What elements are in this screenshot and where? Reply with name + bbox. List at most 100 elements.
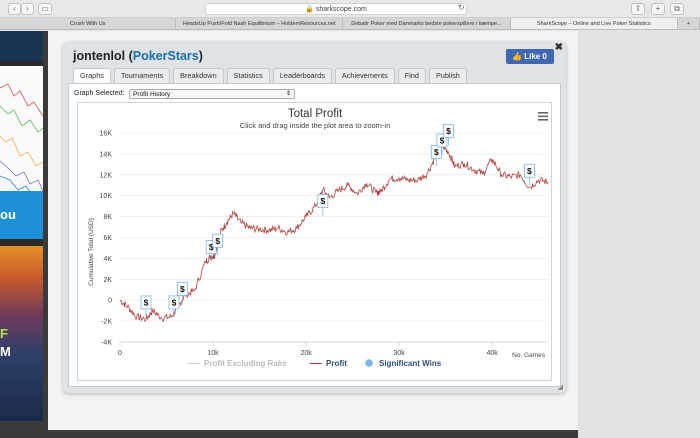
flag-box [317,194,329,208]
profit-chart[interactable]: Total Profit Click and drag inside the p… [77,102,552,381]
significant-win-flag[interactable]: $ [168,295,180,317]
tab-achievements[interactable]: Achievements [334,68,395,83]
dollar-icon: $ [434,147,439,157]
tab-breakdown[interactable]: Breakdown [173,68,224,83]
graph-select-value: Profit History [133,91,171,98]
facebook-like-button[interactable]: 👍 Like 0 [506,49,554,64]
advert-text: ou [0,207,16,222]
dollar-icon: $ [215,236,220,246]
player-title: jontenlol (PokerStars) [73,49,203,63]
sidebar-advert[interactable]: ou F M [0,31,43,421]
y-axis: -4K -2K 0 2K 4K 6K 8K 10K 12K 14K 16K [100,131,113,347]
close-icon[interactable]: ✖ [554,42,563,53]
paren-close: ) [198,49,203,63]
share-button[interactable]: ⇪ [631,3,645,15]
add-tab-icon[interactable]: + [678,18,700,29]
flag-box [140,295,152,310]
y-tick-label: -2K [101,319,112,326]
y-tick-label: 14K [100,151,113,158]
flag-box [212,233,224,248]
page-margin [578,31,700,438]
legend-label: Significant Wins [379,359,442,368]
tab-graphs[interactable]: Graphs [73,68,111,83]
x-axis-label: No. Games [512,352,546,359]
panel-tabs: Graphs Tournaments Breakdown Statistics … [73,68,470,83]
significant-win-flag[interactable]: $ [430,145,442,167]
browser-tab-strip: Crush With Us HeadsUp Push/Fold Nash Equ… [0,18,700,30]
legend-item-significant-wins[interactable]: Significant Wins [365,359,442,368]
y-tick-label: -4K [101,340,112,347]
profit-chart-svg[interactable]: Total Profit Click and drag inside the p… [78,103,553,382]
dollar-icon: $ [527,166,532,176]
significant-win-flag[interactable]: $ [317,194,329,216]
tab-tournaments[interactable]: Tournaments [113,68,171,83]
y-tick-label: 4K [103,256,112,263]
chart-menu-icon[interactable] [538,112,548,121]
tab-statistics[interactable]: Statistics [226,68,270,83]
dollar-icon: $ [180,284,185,294]
resize-handle-icon[interactable]: ◢ [557,384,563,391]
graph-select[interactable]: Profit History ⇕ [129,89,295,99]
browser-tab[interactable]: Debatir Poker med Danmarks bedste pokers… [343,18,511,29]
back-button[interactable]: ‹ [8,3,21,15]
significant-win-flag[interactable]: $ [523,163,535,186]
y-tick-label: 6K [103,235,112,242]
x-tick-label: 20k [300,350,312,357]
grid-lines [120,132,548,343]
paren-open: ( [128,49,133,63]
sidebar-toggle-button[interactable]: ▭ [38,3,52,15]
legend-item-profit-excluding-rake[interactable]: Profit Excluding Rake [188,359,287,368]
legend-label: Profit [326,359,347,368]
dollar-icon: $ [172,297,177,307]
tab-overview-button[interactable]: ⧉ [670,3,684,15]
dollar-icon: $ [320,196,325,206]
advert-mountain-image: F M [0,246,43,421]
advert-blue-banner: ou [0,191,43,239]
series-layer [119,143,549,322]
flag-box [176,281,188,296]
significant-win-flags[interactable]: $ $$$$$$$$$ [140,124,535,317]
advert-header-block [0,31,43,61]
chart-legend[interactable]: Profit Excluding Rake Profit Significant W… [188,359,442,368]
graphs-content: Graph Selected: Profit History ⇕ Total P… [68,83,561,387]
x-tick-label: 40k [487,350,499,357]
reload-icon[interactable]: ↻ [458,3,465,12]
significant-win-flag[interactable]: $ [443,124,454,146]
profit-series-line [119,143,549,322]
chart-title: Total Profit [288,108,343,120]
browser-tab[interactable]: Crush With Us [0,18,176,29]
tab-find[interactable]: Find [397,68,426,83]
significant-win-flag[interactable]: $ [212,233,224,256]
legend-dot-swatch [365,359,373,367]
forward-button[interactable]: › [21,3,34,15]
network-name[interactable]: PokerStars [132,49,199,63]
y-tick-label: 12K [100,172,113,179]
legend-item-profit[interactable]: Profit [310,359,347,368]
player-panel: ✖ jontenlol (PokerStars) 👍 Like 0 Graphs… [63,42,566,393]
new-tab-button[interactable]: + [651,3,665,15]
browser-tab[interactable]: HeadsUp Push/Fold Nash Equilibrium – Hol… [176,18,344,29]
significant-win-flag[interactable]: $ [176,281,188,304]
tab-publish[interactable]: Publish [428,68,467,83]
browser-tab-active[interactable]: SharkScope – Online and Live Poker Stati… [510,18,678,29]
address-bar[interactable]: 🔒 sharkscope.com [205,3,467,15]
flag-box [523,163,535,178]
dollar-icon: $ [144,297,149,307]
dollar-icon: $ [209,242,214,252]
flag-box [436,133,448,148]
significant-win-flag[interactable]: $ [436,133,448,155]
tab-leaderboards[interactable]: Leaderboards [272,68,332,83]
y-axis-label: Cumulative Total (USD) [88,218,95,286]
x-tick-label: 30k [393,350,405,357]
dollar-icon: $ [446,126,451,136]
legend-label: Profit Excluding Rake [204,359,287,368]
like-label: Like 0 [524,52,547,61]
page-viewport: ou F M ✖ jontenlol (PokerStars) 👍 Like 0… [0,31,700,438]
significant-win-flag[interactable]: $ [140,295,152,317]
flag-box [443,124,454,138]
thumbs-up-icon: 👍 [512,52,522,61]
select-arrows-icon: ⇕ [285,91,291,97]
lock-icon: 🔒 [305,6,314,13]
chart-subtitle: Click and drag inside the plot area to z… [240,121,391,130]
flag-box [168,295,180,310]
